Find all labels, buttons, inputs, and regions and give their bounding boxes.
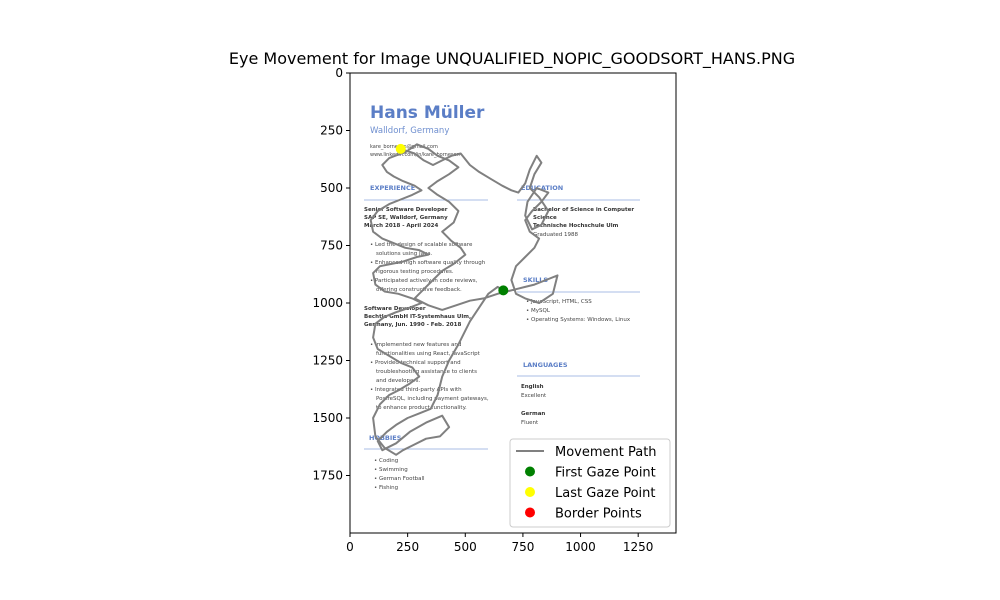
svg-text:• Implemented new features and: • Implemented new features and [370, 342, 461, 348]
legend-label: Last Gaze Point [555, 486, 655, 501]
svg-text:www.linkedin.com/in/kare_borne: www.linkedin.com/in/kare_bornesen [370, 152, 460, 158]
y-tick-label: 750 [320, 239, 343, 253]
y-tick-label: 0 [335, 66, 343, 80]
svg-text:HOBBIES: HOBBIES [369, 434, 402, 442]
x-tick-label: 250 [396, 540, 419, 554]
svg-text:solutions using Java.: solutions using Java. [376, 251, 433, 257]
y-tick-label: 500 [320, 181, 343, 195]
svg-text:• JavaScript, HTML, CSS: • JavaScript, HTML, CSS [526, 299, 592, 305]
svg-text:Germany, Jun. 1990 - Feb. 2018: Germany, Jun. 1990 - Feb. 2018 [364, 322, 461, 328]
svg-text:• Participated actively in cod: • Participated actively in code reviews, [370, 278, 478, 284]
svg-text:• German Football: • German Football [374, 476, 425, 482]
legend-box [509, 438, 671, 528]
svg-text:Hans Müller: Hans Müller [370, 103, 485, 123]
svg-text:Senior Software Developer: Senior Software Developer [364, 207, 448, 213]
svg-text:LANGUAGES: LANGUAGES [523, 361, 568, 369]
svg-text:• Integrated third-party APIs: • Integrated third-party APIs with [370, 387, 462, 393]
svg-text:• Swimming: • Swimming [374, 467, 408, 473]
svg-text:Graduated 1988: Graduated 1988 [533, 232, 579, 238]
y-tick-label: 1750 [312, 469, 343, 483]
svg-text:SAP SE, Walldorf, Germany: SAP SE, Walldorf, Germany [364, 215, 448, 221]
svg-text:rigorous testing procedures.: rigorous testing procedures. [376, 269, 454, 275]
svg-text:• Operating Systems: Windows,: • Operating Systems: Windows, Linux [526, 317, 631, 323]
gaze-points [395, 143, 509, 296]
svg-text:• Fishing: • Fishing [374, 485, 398, 491]
legend-label: Border Points [555, 507, 642, 522]
svg-text:• Led the design of scalable s: • Led the design of scalable software [370, 242, 473, 248]
svg-text:Bachelor of Science in Compute: Bachelor of Science in Computer [533, 207, 634, 213]
svg-text:Excellent: Excellent [521, 393, 547, 399]
svg-text:SKILLS: SKILLS [523, 276, 548, 284]
y-tick-label: 1000 [312, 296, 343, 310]
legend-label: Movement Path [555, 445, 657, 460]
x-tick-label: 1000 [565, 540, 596, 554]
legend-swatch-marker [525, 487, 535, 497]
legend-swatch-marker [525, 466, 535, 477]
svg-text:Fluent: Fluent [521, 420, 539, 426]
legend: Movement Path First Gaze Point Last Gaze P… [509, 438, 671, 528]
last-gaze-point [395, 143, 406, 154]
svg-text:to enhance product functionali: to enhance product functionality. [376, 405, 467, 411]
legend-label: First Gaze Point [555, 466, 656, 481]
svg-text:Bechtle GmbH IT-Systemhaus Ulm: Bechtle GmbH IT-Systemhaus Ulm, [364, 314, 471, 320]
svg-text:Walldorf, Germany: Walldorf, Germany [370, 126, 449, 136]
legend-swatch-marker [525, 507, 535, 518]
svg-text:March 2018 - April 2024: March 2018 - April 2024 [364, 223, 438, 229]
x-tick-label: 500 [454, 540, 477, 554]
y-tick-label: 250 [320, 124, 343, 138]
svg-text:EXPERIENCE: EXPERIENCE [370, 184, 415, 192]
svg-text:offering constructive feedback: offering constructive feedback. [376, 287, 462, 293]
y-axis: 0 250 500 750 1000 1250 1500 1750 [312, 66, 350, 483]
svg-text:German: German [521, 411, 545, 417]
svg-text:Software Developer: Software Developer [364, 306, 426, 312]
movement-path-line [369, 143, 559, 456]
y-tick-label: 1500 [312, 411, 343, 425]
svg-text:EDUCATION: EDUCATION [521, 184, 563, 192]
svg-text:functionalities using React, J: functionalities using React, JavaScript [376, 351, 481, 357]
y-tick-label: 1250 [312, 354, 343, 368]
movement-path [369, 143, 559, 456]
svg-text:• Enhanced high software quali: • Enhanced high software quality through [370, 260, 486, 266]
svg-text:and developers.: and developers. [376, 378, 421, 384]
svg-text:• Coding: • Coding [374, 458, 398, 464]
x-axis: 0 250 500 750 1000 1250 [346, 533, 653, 554]
chart-title: Eye Movement for Image UNQUALIFIED_NOPIC… [229, 49, 795, 69]
x-tick-label: 1250 [623, 540, 654, 554]
svg-text:Technische Hochschule Ulm: Technische Hochschule Ulm [533, 223, 619, 229]
x-tick-label: 0 [346, 540, 354, 554]
svg-text:• MySQL: • MySQL [526, 308, 551, 314]
first-gaze-point [498, 285, 509, 296]
svg-text:• Provided technical support a: • Provided technical support and [370, 360, 461, 366]
x-tick-label: 750 [511, 540, 534, 554]
svg-text:PostreSQL, including payment g: PostreSQL, including payment gateways, [376, 396, 489, 402]
svg-text:English: English [521, 384, 544, 390]
svg-text:troubleshooting assistance to: troubleshooting assistance to clients [376, 369, 477, 375]
